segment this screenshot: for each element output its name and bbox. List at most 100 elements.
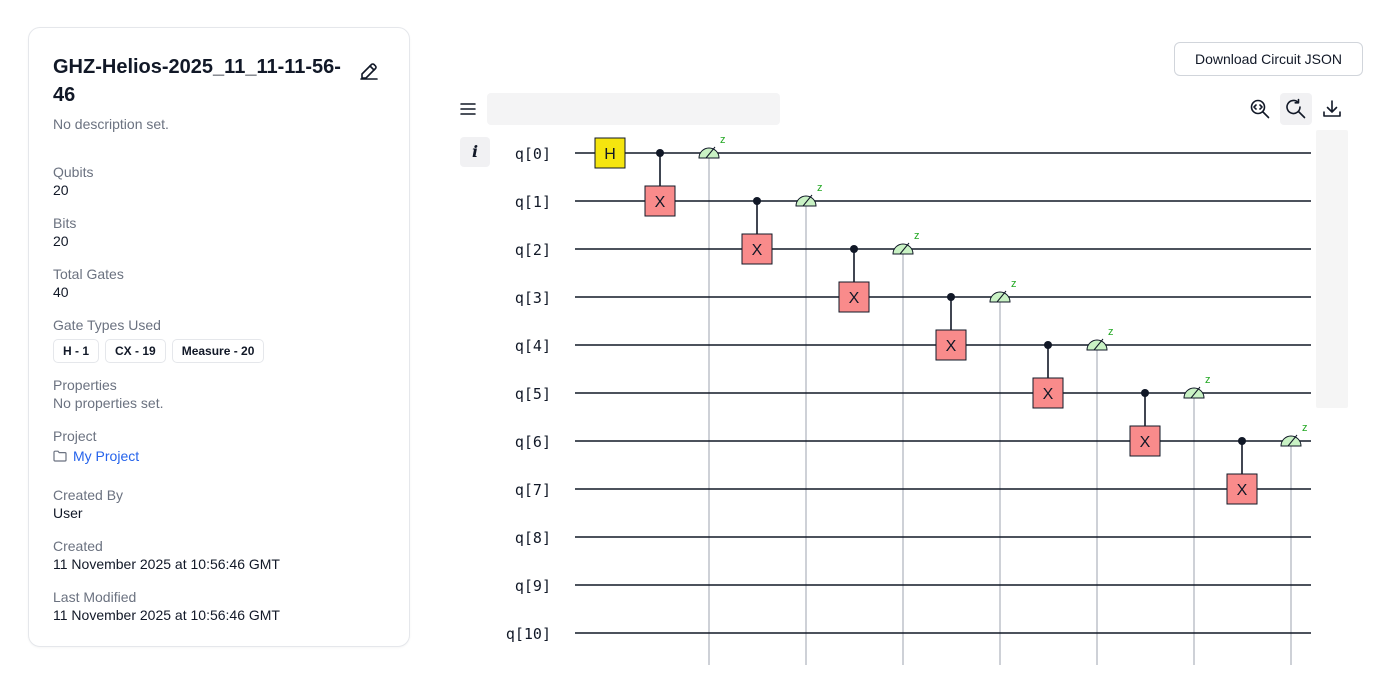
measure-needle [705,146,716,159]
circuit-details-card: GHZ-Helios-2025_11_11-11-56-46 No descri… [28,27,410,647]
properties-field: Properties No properties set. [53,376,164,412]
x-gate [644,185,676,217]
created-by-label: Created By [53,487,124,503]
properties-label: Properties [53,377,117,393]
created-label: Created [53,538,103,554]
created-value: 11 November 2025 at 10:56:46 GMT [53,556,280,572]
qubit-label: q[2] [515,241,551,259]
project-field: Project My Project [53,427,139,465]
gate-types-label: Gate Types Used [53,317,161,333]
qubit-label: q[6] [515,433,551,451]
measure-basis-label: z [1205,374,1211,386]
x-gate-label: X [849,290,860,307]
properties-value: No properties set. [53,395,164,411]
zoom-fit-icon [1250,99,1270,119]
h-gate-label: H [604,146,616,163]
measure-gate [1086,339,1108,351]
menu-button[interactable] [458,99,478,119]
modified-value: 11 November 2025 at 10:56:46 GMT [53,607,280,623]
qubits-value: 20 [53,182,69,198]
qubit-label: q[4] [515,337,551,355]
x-gate-label: X [946,338,957,355]
cx-control-dot [1141,389,1149,397]
measure-needle [899,242,910,255]
x-gate [1226,473,1258,505]
measure-gate [1280,435,1302,447]
bits-field: Bits 20 [53,214,76,250]
cx-control-dot [753,197,761,205]
circuit-title: GHZ-Helios-2025_11_11-11-56-46 [53,56,341,106]
qubit-label: q[10] [506,625,551,643]
measure-gate [698,147,720,159]
download-circuit-json-button[interactable]: Download Circuit JSON [1174,42,1363,76]
measure-basis-label: z [914,230,920,242]
zoom-reset-button[interactable] [1280,93,1312,125]
gate-types-field: Gate Types Used [53,316,161,334]
x-gate-label: X [752,242,763,259]
menu-icon [460,103,476,115]
folder-icon [53,450,67,462]
x-gate [741,233,773,265]
cx-control-dot [1238,437,1246,445]
measure-basis-label: z [817,182,823,194]
qubit-label: q[3] [515,289,551,307]
measure-basis-label: z [1108,326,1114,338]
measure-needle [1093,338,1104,351]
project-link[interactable]: My Project [53,447,139,465]
qubit-label: q[9] [515,577,551,595]
download-image-button[interactable] [1316,93,1348,125]
cx-control-dot [850,245,858,253]
circuit-description: No description set. [53,116,169,132]
info-icon: i [471,142,479,161]
h-gate [594,137,626,169]
qubit-label: q[5] [515,385,551,403]
qubit-label: q[7] [515,481,551,499]
project-link-label: My Project [73,448,140,464]
measure-needle [1190,386,1201,399]
circuit-scrollbar[interactable] [1316,130,1348,408]
circuit-name-input[interactable] [487,93,780,125]
measure-needle [996,290,1007,303]
created-field: Created 11 November 2025 at 10:56:46 GMT [53,537,280,573]
measure-basis-label: z [1011,278,1017,290]
modified-label: Last Modified [53,589,137,605]
x-gate [838,281,870,313]
measure-basis-label: z [1302,422,1308,434]
x-gate-label: X [655,194,666,211]
bits-label: Bits [53,215,77,231]
measure-basis-label: z [720,134,726,146]
created-by-value: User [53,505,83,521]
qubits-label: Qubits [53,164,94,180]
measure-needle [1287,434,1298,447]
created-by-field: Created By User [53,486,123,522]
cx-control-dot [1044,341,1052,349]
x-gate [1032,377,1064,409]
measure-gate [892,243,914,255]
total-gates-field: Total Gates 40 [53,265,124,301]
modified-field: Last Modified 11 November 2025 at 10:56:… [53,588,280,624]
download-icon [1323,100,1341,117]
pencil-icon [360,63,378,80]
x-gate [935,329,967,361]
bits-value: 20 [53,233,69,249]
gate-chip-cx: CX - 19 [105,339,166,363]
cx-control-dot [947,293,955,301]
total-gates-label: Total Gates [53,266,124,282]
qubit-label: q[1] [515,193,551,211]
zoom-fit-button[interactable] [1244,93,1276,125]
zoom-reset-icon [1286,98,1306,119]
measure-gate [795,195,817,207]
edit-title-button[interactable] [357,59,381,83]
x-gate-label: X [1140,434,1151,451]
circuit-diagram: q[0] q[1] q[2] q[3] q[4] q[5] q[6] q[7] q[8] q[9]… [506,134,1311,665]
measure-gate [1183,387,1205,399]
gate-chip-measure: Measure - 20 [171,339,265,363]
cx-control-dot [656,149,664,157]
info-button[interactable]: i [460,137,490,167]
qubit-label: q[8] [515,529,551,547]
qubit-label: q[0] [515,145,551,163]
gate-types-chips: H - 1 CX - 19 Measure - 20 [53,339,265,363]
measure-gate [989,291,1011,303]
gate-chip-h: H - 1 [53,339,100,363]
total-gates-value: 40 [53,284,69,300]
